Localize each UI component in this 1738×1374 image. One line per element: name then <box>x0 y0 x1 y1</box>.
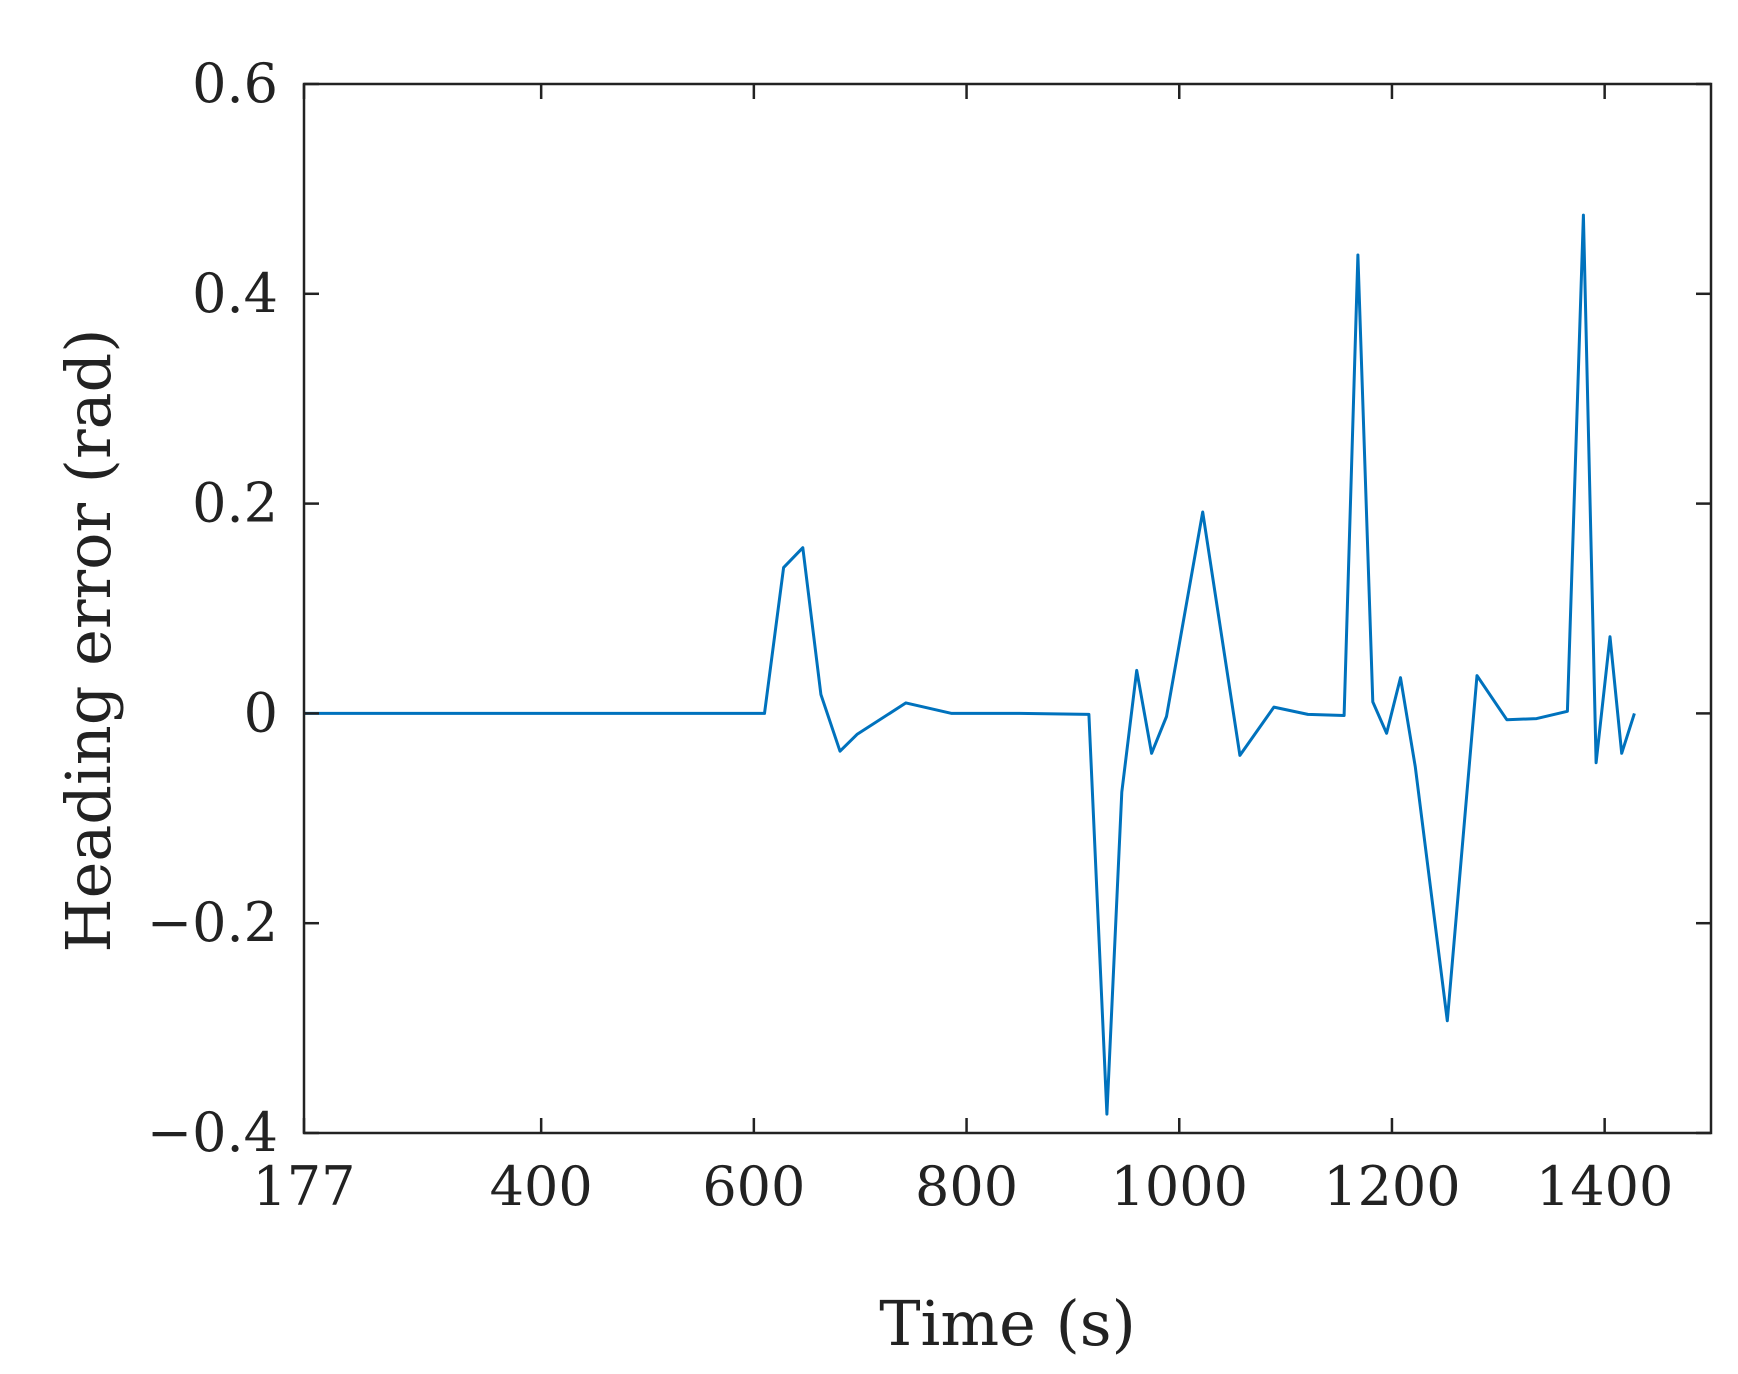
x-tick-label: 400 <box>490 1155 593 1218</box>
x-tick-label: 1200 <box>1323 1155 1460 1218</box>
x-tick-label: 1000 <box>1111 1155 1248 1218</box>
y-tick-label: 0.6 <box>192 52 278 115</box>
plot-frame <box>302 82 1713 1135</box>
axis-tick-labels: 177 400 600 800 1000 1200 1400 −0.4 −0.2 0 0.2 0.4 0… <box>147 52 1673 1218</box>
series-line-0 <box>304 213 1636 1116</box>
y-tick-label: −0.4 <box>147 1101 278 1164</box>
axis-ticks <box>302 82 1711 1135</box>
x-tick-label: 177 <box>252 1155 355 1218</box>
x-tick-label: 800 <box>915 1155 1018 1218</box>
y-tick-label: 0 <box>244 681 278 744</box>
x-tick-label: 1400 <box>1536 1155 1673 1218</box>
y-tick-label: 0.2 <box>192 472 278 535</box>
x-axis-title: Time (s) <box>879 1287 1136 1360</box>
y-tick-label: −0.2 <box>147 891 278 954</box>
y-tick-label: 0.4 <box>192 262 278 325</box>
plot-area <box>304 213 1636 1116</box>
y-axis-title: Heading error (rad) <box>52 329 125 953</box>
x-tick-label: 600 <box>702 1155 805 1218</box>
